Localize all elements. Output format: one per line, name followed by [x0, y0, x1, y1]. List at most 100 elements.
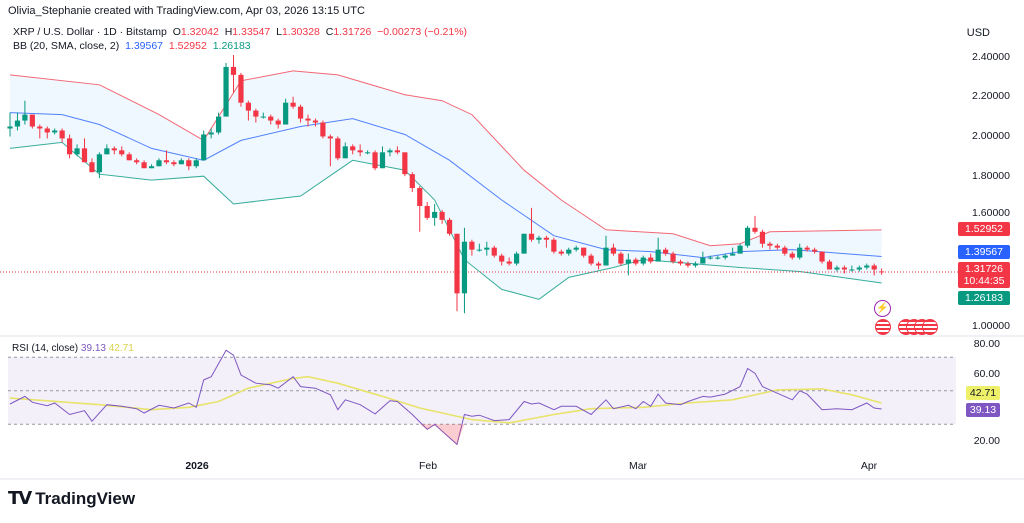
candle-body [476, 249, 482, 251]
price-tick: 2.00000 [972, 130, 1010, 142]
bb-lower-tag: 1.26183 [958, 291, 1010, 305]
candle-body [499, 255, 505, 262]
rsi-ma-value: 42.71 [108, 343, 134, 354]
brand-name: TradingView [35, 488, 136, 508]
close-label: C [325, 26, 334, 38]
candle-body [74, 148, 80, 155]
candle-body [566, 249, 572, 254]
candle-body [692, 263, 698, 266]
bb-upper-tag: 1.52952 [958, 222, 1010, 236]
candle-body [193, 160, 199, 167]
lightning-event-icon[interactable]: ⚡ [874, 300, 891, 317]
rsi-value: 39.13 [80, 343, 106, 354]
candle-body [290, 102, 296, 107]
candle-body [96, 154, 102, 173]
candle-body [826, 261, 833, 270]
candle-body [454, 233, 460, 294]
candle-body [804, 247, 810, 250]
candle-body [37, 126, 43, 129]
candle-body [379, 152, 386, 169]
candle-body [722, 255, 728, 258]
candle-body [156, 160, 162, 167]
time-label: 2026 [185, 460, 209, 472]
close-value: 1.31726 [333, 26, 372, 38]
candle-body [536, 237, 542, 240]
tradingview-logo-icon: 𝗧𝗩 [8, 488, 32, 508]
rsi-tick: 60.00 [973, 368, 1000, 380]
open-label: O [172, 26, 181, 38]
tradingview-logo[interactable]: 𝗧𝗩 TradingView [8, 488, 135, 509]
candle-body [633, 259, 639, 264]
candle-body [409, 174, 415, 189]
open-value: 1.32042 [180, 26, 219, 38]
candle-body [141, 162, 147, 169]
candle-body [581, 247, 587, 256]
candle-body [841, 267, 847, 270]
candle-body [491, 247, 497, 256]
price-tick: 1.00000 [972, 320, 1010, 332]
high-value: 1.33547 [232, 26, 271, 38]
rsi-tick: 20.00 [973, 435, 1000, 447]
bb-basis-line [9, 112, 882, 259]
rsi-label: RSI (14, close) [12, 343, 79, 354]
candle-body [819, 251, 825, 262]
rsi-line [9, 349, 882, 446]
candle-body [625, 259, 631, 264]
bb-basis-tag: 1.39567 [958, 245, 1010, 259]
bb-lower-value: 1.26183 [212, 40, 251, 52]
symbol-title: XRP / U.S. Dollar · 1D · Bitstamp [13, 26, 167, 38]
rsi-ma-line [9, 375, 882, 424]
candle-body [663, 249, 669, 254]
candle-body [44, 128, 50, 133]
symbol-legend-row: XRP / U.S. Dollar · 1D · Bitstamp O1.320… [13, 25, 467, 39]
candle-body [670, 253, 676, 262]
candle-body [81, 148, 88, 163]
candle-body [640, 257, 646, 264]
candle-body [29, 114, 35, 127]
candle-body [104, 148, 110, 155]
candle-body [238, 74, 244, 103]
change-value: −0.00273 (−0.21%) [377, 26, 468, 38]
candle-body [178, 160, 184, 165]
candle-body [834, 267, 840, 270]
candle-body [208, 132, 214, 135]
candle-body [216, 116, 222, 133]
price-tick: 2.20000 [972, 90, 1010, 102]
candle-body [357, 150, 363, 153]
price-tick: 2.40000 [972, 51, 1010, 63]
us-flag-event-icon[interactable] [922, 319, 938, 335]
candle-body [774, 245, 780, 248]
candle-body [603, 247, 609, 266]
candle-body [312, 120, 319, 123]
candle-body [260, 116, 266, 118]
chart-credit: Olivia_Stephanie created with TradingVie… [8, 5, 365, 17]
bb-label: BB (20, SMA, close, 2) [13, 40, 120, 52]
us-flag-event-icon[interactable] [875, 319, 891, 335]
candle-body [484, 247, 490, 250]
candle-body [424, 205, 430, 218]
candle-body [551, 239, 557, 252]
candle-body [186, 160, 192, 167]
candle-body [514, 253, 520, 264]
rsi-ma-tag: 42.71 [966, 386, 1000, 400]
candle-body [685, 263, 691, 266]
candle-body [849, 269, 855, 271]
candle-body [394, 150, 400, 153]
candle-body [558, 251, 564, 254]
candle-body [297, 106, 304, 119]
candle-body [655, 249, 661, 262]
price-tick: 1.60000 [972, 207, 1010, 219]
candle-body [230, 66, 237, 75]
candle-body [782, 247, 788, 254]
time-label: Feb [418, 460, 438, 472]
low-value: 1.30328 [281, 26, 320, 38]
candle-body [320, 122, 326, 137]
candle-body [797, 247, 803, 258]
candle-body [812, 249, 818, 252]
candle-body [439, 211, 445, 220]
candle-body [283, 102, 289, 125]
candle-body [469, 241, 475, 250]
currency-label: USD [966, 27, 990, 39]
candle-body [506, 261, 512, 264]
